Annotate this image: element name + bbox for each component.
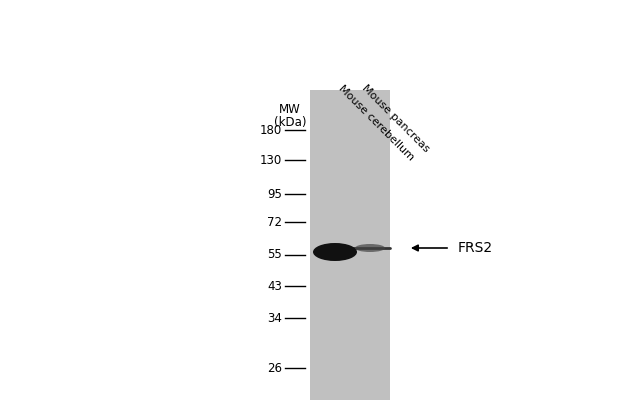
Text: Mouse cerebellum: Mouse cerebellum (337, 83, 416, 162)
Text: 180: 180 (260, 124, 282, 136)
Text: MW: MW (279, 103, 301, 116)
Text: (kDa): (kDa) (274, 116, 307, 129)
Text: 130: 130 (260, 154, 282, 166)
Ellipse shape (355, 244, 385, 252)
Text: FRS2: FRS2 (458, 241, 493, 255)
Text: 95: 95 (267, 188, 282, 201)
Text: 43: 43 (267, 280, 282, 292)
Bar (310, 90, 390, 400)
Text: 34: 34 (267, 312, 282, 324)
Text: 55: 55 (268, 248, 282, 262)
Text: 72: 72 (267, 215, 282, 228)
Ellipse shape (313, 243, 357, 261)
Text: Mouse pancreas: Mouse pancreas (360, 83, 431, 154)
Text: 26: 26 (267, 362, 282, 374)
